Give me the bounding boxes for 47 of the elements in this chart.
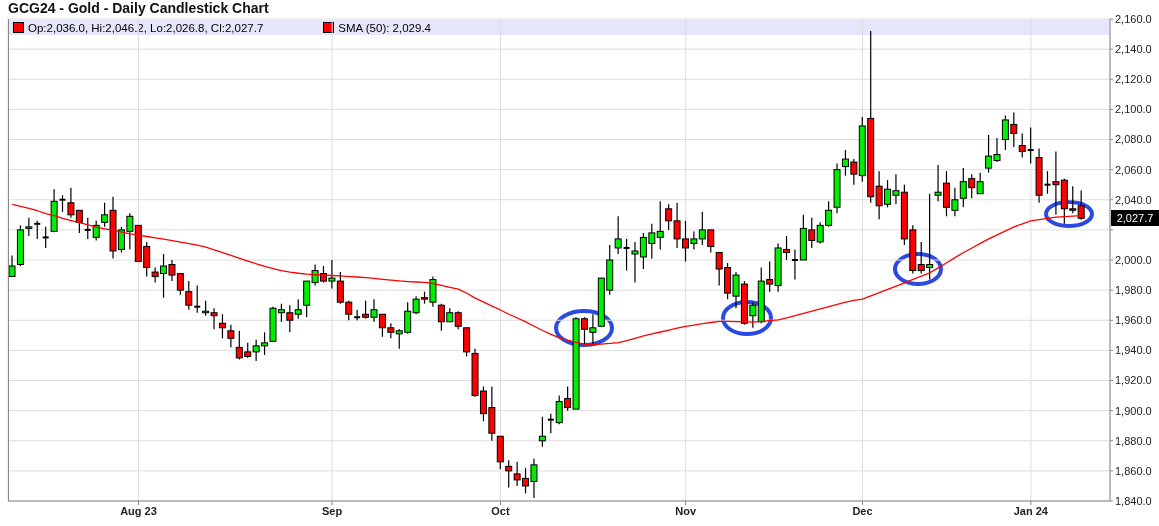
candlestick bbox=[8, 254, 16, 278]
y-tick-label: 1,860.0 bbox=[1115, 464, 1152, 477]
y-tick-label: 1,880.0 bbox=[1115, 434, 1152, 447]
candlestick bbox=[1026, 126, 1035, 165]
candlestick bbox=[92, 220, 100, 242]
x-tick-label: Dec bbox=[852, 504, 873, 517]
y-tick-label: 2,000.0 bbox=[1115, 253, 1152, 266]
candlestick bbox=[614, 215, 622, 255]
candlestick bbox=[546, 413, 555, 434]
y-tick-label: 1,940.0 bbox=[1115, 344, 1152, 357]
y-tick-label: 1,960.0 bbox=[1115, 314, 1152, 327]
x-tick-label: Oct bbox=[491, 504, 510, 517]
candlestick bbox=[193, 285, 202, 314]
candlestick bbox=[185, 280, 193, 311]
legend-label: Op:2,036.0, Hi:2,046.2, Lo:2,026.8, Cl:2,027.7 bbox=[28, 21, 264, 34]
candlestick bbox=[227, 324, 235, 348]
candlestick bbox=[25, 217, 33, 237]
candlestick bbox=[656, 200, 664, 251]
candlestick bbox=[790, 248, 799, 281]
candlestick bbox=[218, 313, 226, 339]
y-tick-label: 1,920.0 bbox=[1115, 374, 1152, 387]
candlestick bbox=[294, 298, 302, 320]
y-tick-label: 2,140.0 bbox=[1115, 43, 1152, 56]
x-tick-label: Nov bbox=[675, 504, 697, 517]
candlestick bbox=[622, 238, 631, 272]
y-tick-label: 2,080.0 bbox=[1115, 133, 1152, 146]
candlestick bbox=[538, 416, 546, 448]
legend-label: SMA (50): 2,029.4 bbox=[338, 21, 431, 34]
y-tick-label: 2,160.0 bbox=[1115, 12, 1152, 25]
candlestick bbox=[83, 217, 92, 240]
x-tick-label: Sep bbox=[322, 504, 343, 517]
y-tick-label: 1,840.0 bbox=[1115, 494, 1152, 507]
chart-title: GCG24 - Gold - Daily Candlestick Chart bbox=[8, 0, 269, 16]
y-tick-label: 2,060.0 bbox=[1115, 163, 1152, 176]
candlestick bbox=[1018, 132, 1026, 159]
text: 2,027.7 bbox=[1116, 212, 1154, 225]
y-tick-label: 2,040.0 bbox=[1115, 193, 1152, 206]
y-tick-label: 2,120.0 bbox=[1115, 73, 1152, 86]
y-tick-label: 2,100.0 bbox=[1115, 103, 1152, 116]
x-tick-label: Jan 24 bbox=[1013, 504, 1049, 517]
candlestick bbox=[33, 220, 42, 240]
candlestick bbox=[454, 310, 462, 330]
candlestick bbox=[41, 226, 50, 249]
x-tick-label: Aug 23 bbox=[120, 504, 157, 517]
y-tick-label: 1,900.0 bbox=[1115, 404, 1152, 417]
candlestick bbox=[505, 459, 513, 489]
y-tick-label: 1,980.0 bbox=[1115, 284, 1152, 297]
